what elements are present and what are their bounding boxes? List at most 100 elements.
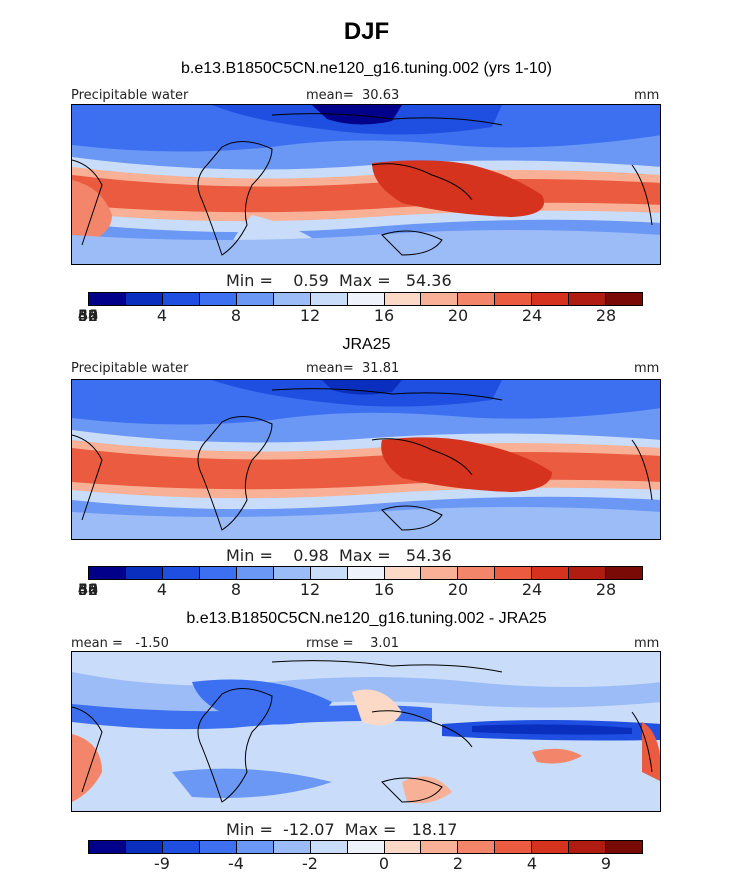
colorbar-swatch xyxy=(236,567,274,579)
colorbar-swatch xyxy=(458,841,496,853)
colorbar-swatch xyxy=(495,567,533,579)
colorbar-tick-label: 16 xyxy=(373,580,395,599)
colorbar-swatch xyxy=(199,567,237,579)
panel-3-minmax: Min = -12.07 Max = 18.17 xyxy=(226,820,458,839)
panel-2-colorbar-ticks: 4 8 12 16 20 24 28 32 36 40 44 48 52 56 60 xyxy=(78,580,643,600)
colorbar-tick-label: 36 xyxy=(77,306,99,325)
colorbar-swatch xyxy=(532,293,570,305)
colorbar-tick-label: 52 xyxy=(77,580,99,599)
colorbar-swatch xyxy=(606,567,643,579)
colorbar-swatch xyxy=(89,567,126,579)
colorbar-swatch xyxy=(347,567,385,579)
colorbar-tick-label: 56 xyxy=(77,580,99,599)
colorbar-tick-label: 40 xyxy=(77,580,99,599)
colorbar-tick-label: 2 xyxy=(452,854,464,873)
colorbar-swatch xyxy=(89,841,126,853)
colorbar-swatch xyxy=(495,841,533,853)
panel-2-title: JRA25 xyxy=(342,336,391,353)
colorbar-swatch xyxy=(421,841,459,853)
panel-2-colorbar xyxy=(88,566,643,580)
panel-2-mean-label: mean= 31.81 xyxy=(306,361,400,376)
colorbar-tick-label: 8 xyxy=(230,306,242,325)
colorbar-swatch xyxy=(310,293,348,305)
panel-2-variable-label: Precipitable water xyxy=(71,361,189,376)
colorbar-tick-label: 48 xyxy=(77,580,99,599)
colorbar-swatch xyxy=(162,841,200,853)
colorbar-tick-label: 56 xyxy=(77,306,99,325)
colorbar-swatch xyxy=(421,567,459,579)
colorbar-swatch xyxy=(310,841,348,853)
colorbar-tick-label: 12 xyxy=(299,580,321,599)
colorbar-swatch xyxy=(532,567,570,579)
colorbar-swatch xyxy=(347,841,385,853)
colorbar-tick-label: 12 xyxy=(299,306,321,325)
figure-title: DJF xyxy=(343,18,390,45)
colorbar-tick-label: 24 xyxy=(521,306,543,325)
colorbar-tick-label: 52 xyxy=(77,306,99,325)
colorbar-swatch xyxy=(236,293,274,305)
colorbar-tick-label: 4 xyxy=(526,854,538,873)
panel-3-colorbar-ticks: -9 -4 -2 0 2 4 9 xyxy=(88,854,643,874)
colorbar-swatch xyxy=(125,567,163,579)
colorbar-swatch xyxy=(421,293,459,305)
colorbar-swatch xyxy=(273,567,311,579)
colorbar-tick-label: 9 xyxy=(600,854,612,873)
colorbar-swatch xyxy=(495,293,533,305)
colorbar-swatch xyxy=(162,293,200,305)
panel-1-map xyxy=(71,104,661,265)
colorbar-swatch xyxy=(236,841,274,853)
panel-3-mean-label: mean = -1.50 xyxy=(71,636,169,651)
colorbar-tick-label: 60 xyxy=(77,306,99,325)
panel-3-colorbar xyxy=(88,840,643,854)
colorbar-swatch xyxy=(199,841,237,853)
colorbar-swatch xyxy=(162,567,200,579)
colorbar-swatch xyxy=(458,293,496,305)
panel-1-variable-label: Precipitable water xyxy=(71,88,189,103)
colorbar-swatch xyxy=(606,841,643,853)
panel-2-map xyxy=(71,379,661,540)
colorbar-tick-label: 60 xyxy=(77,580,99,599)
colorbar-swatch xyxy=(532,841,570,853)
colorbar-tick-label: 40 xyxy=(77,306,99,325)
colorbar-swatch xyxy=(273,841,311,853)
colorbar-swatch xyxy=(384,293,422,305)
colorbar-tick-label: 16 xyxy=(373,306,395,325)
panel-1-units-label: mm xyxy=(634,88,660,103)
colorbar-swatch xyxy=(273,293,311,305)
panel-2-minmax: Min = 0.98 Max = 54.36 xyxy=(226,546,452,565)
panel-1-minmax: Min = 0.59 Max = 54.36 xyxy=(226,271,452,290)
colorbar-tick-label: 44 xyxy=(77,306,99,325)
panel-2-units-label: mm xyxy=(634,361,660,376)
colorbar-swatch xyxy=(606,293,643,305)
colorbar-tick-label: 4 xyxy=(156,306,168,325)
colorbar-tick-label: 32 xyxy=(77,580,99,599)
panel-3-rmse-label: rmse = 3.01 xyxy=(306,636,400,651)
colorbar-tick-label: -2 xyxy=(302,854,318,873)
colorbar-tick-label: -9 xyxy=(154,854,170,873)
colorbar-tick-label: 4 xyxy=(156,580,168,599)
panel-3-units-label: mm xyxy=(634,636,660,651)
colorbar-tick-label: 32 xyxy=(77,306,99,325)
panel-1-colorbar-ticks: 4 8 12 16 20 24 28 32 36 40 44 48 52 56 60 xyxy=(78,306,643,326)
colorbar-swatch xyxy=(458,567,496,579)
colorbar-tick-label: 28 xyxy=(595,580,617,599)
colorbar-tick-label: 44 xyxy=(77,580,99,599)
colorbar-tick-label: 20 xyxy=(447,306,469,325)
colorbar-tick-label: 36 xyxy=(77,580,99,599)
colorbar-swatch xyxy=(347,293,385,305)
panel-1-colorbar xyxy=(88,292,643,306)
colorbar-swatch xyxy=(569,567,607,579)
colorbar-swatch xyxy=(384,841,422,853)
colorbar-swatch xyxy=(569,841,607,853)
colorbar-tick-label: 24 xyxy=(521,580,543,599)
panel-1-mean-label: mean= 30.63 xyxy=(306,88,400,103)
panel-1-title: b.e13.B1850C5CN.ne120_g16.tuning.002 (yr… xyxy=(181,60,552,77)
panel-3-map xyxy=(71,651,661,812)
colorbar-swatch xyxy=(89,293,126,305)
panel-3-title: b.e13.B1850C5CN.ne120_g16.tuning.002 - J… xyxy=(186,610,547,627)
colorbar-swatch xyxy=(384,567,422,579)
colorbar-tick-label: 0 xyxy=(378,854,390,873)
colorbar-swatch xyxy=(125,841,163,853)
colorbar-swatch xyxy=(569,293,607,305)
colorbar-swatch xyxy=(310,567,348,579)
